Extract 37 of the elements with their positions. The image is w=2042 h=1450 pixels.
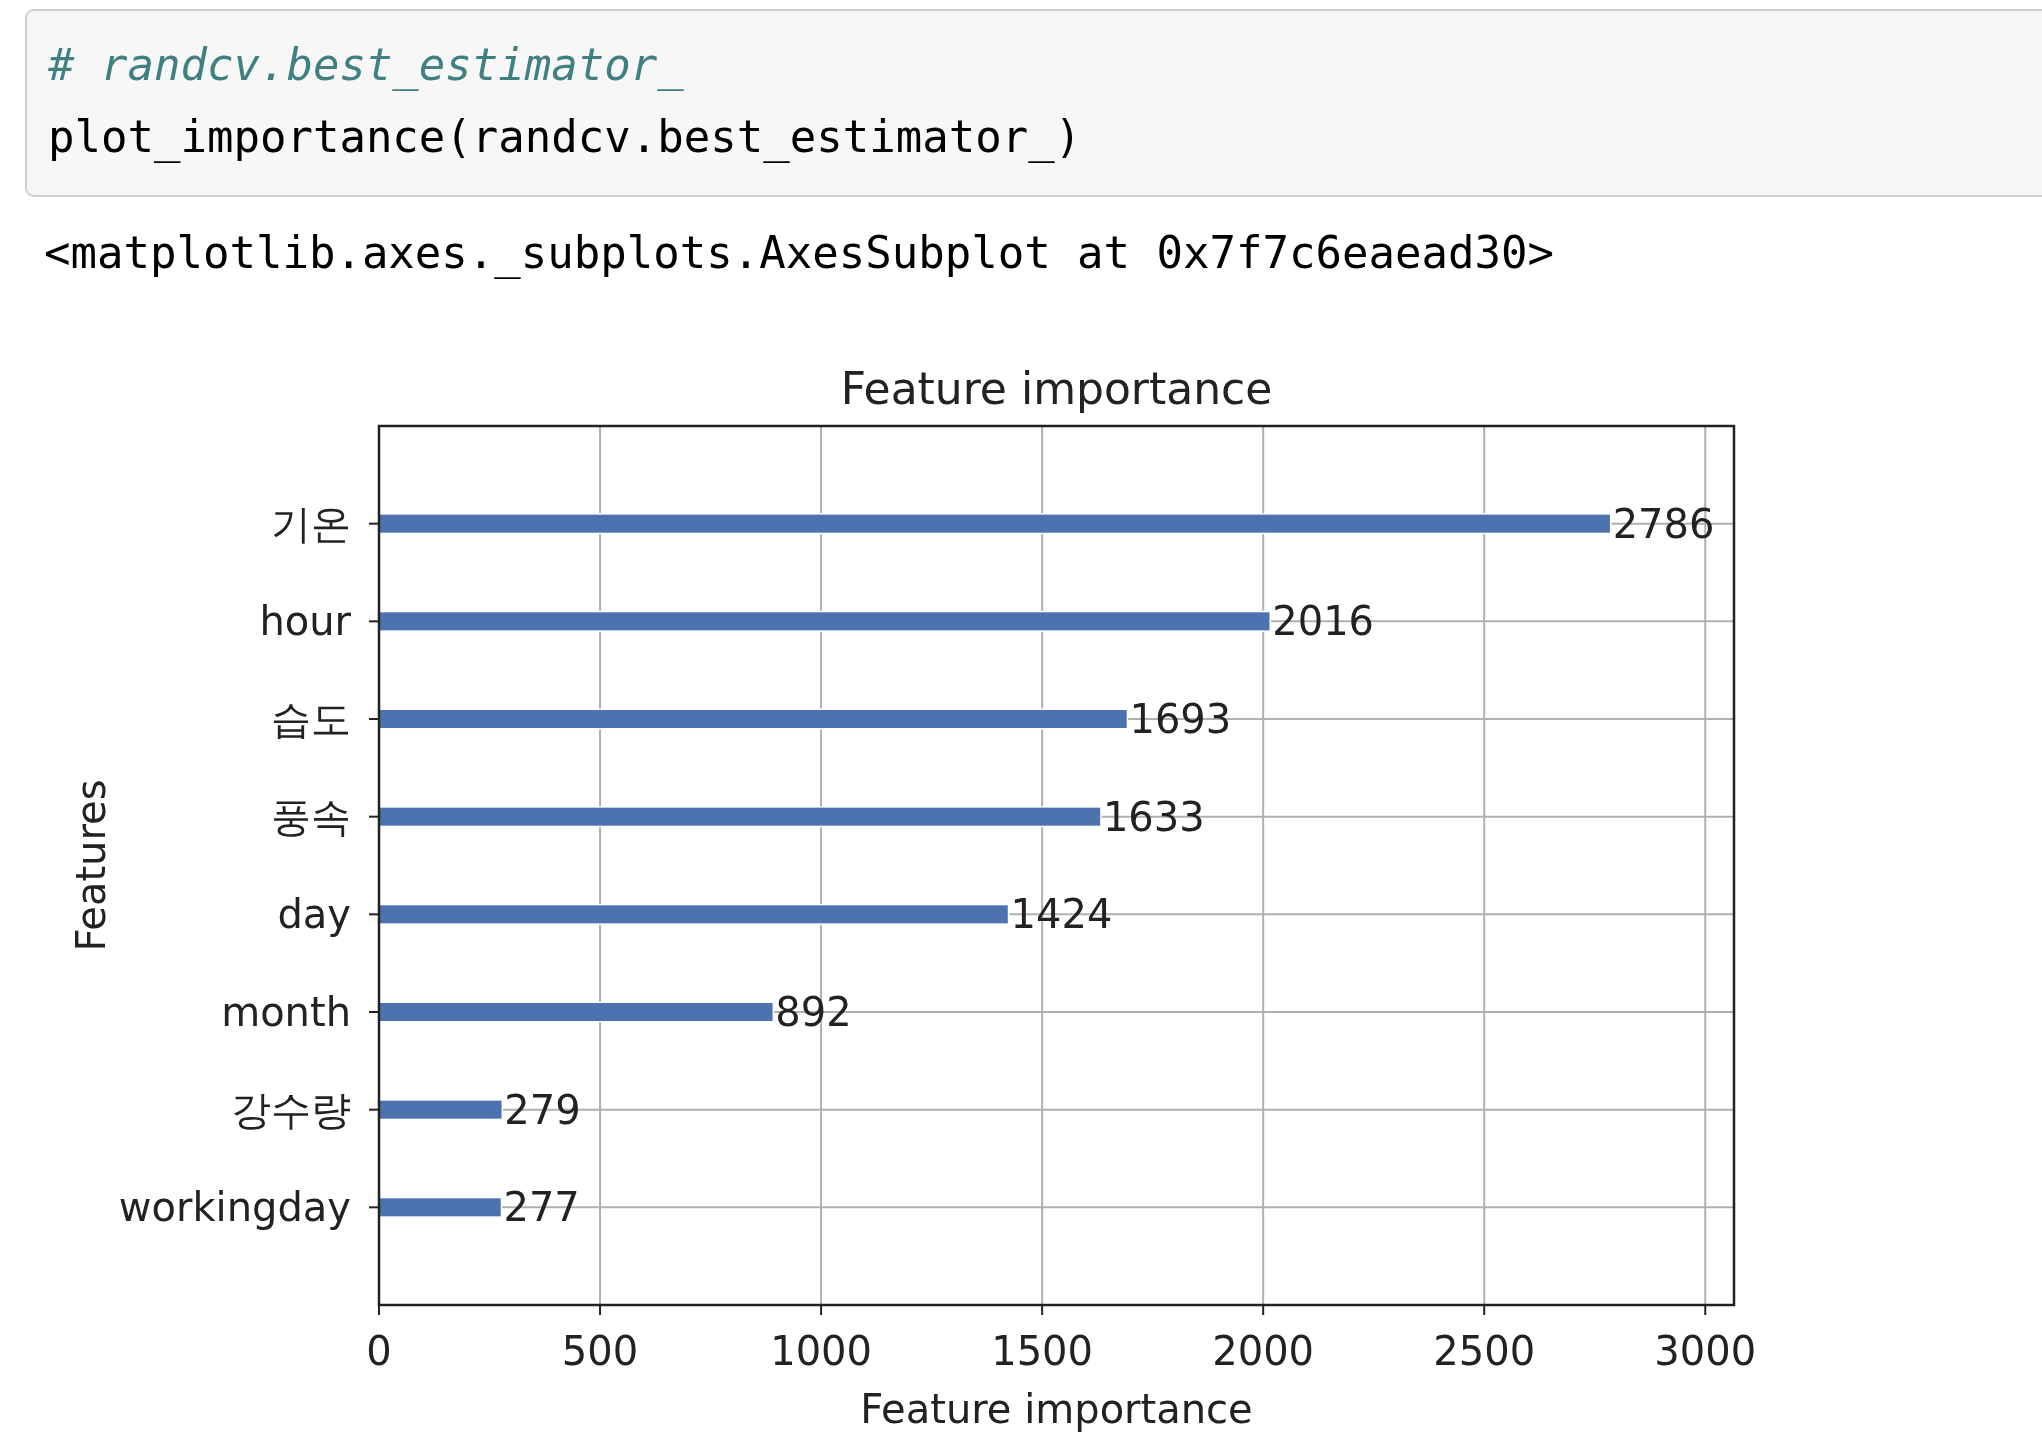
data-label: 892: [775, 989, 852, 1035]
x-tick-label: 2000: [1212, 1328, 1315, 1374]
y-tick-label: 풍속: [271, 793, 351, 840]
y-tick-label: day: [277, 891, 351, 938]
data-label: 1633: [1102, 793, 1205, 840]
y-tick-label: hour: [259, 598, 352, 645]
x-tick-label: 1000: [770, 1328, 872, 1374]
bar: [378, 1001, 775, 1023]
data-label: 1424: [1010, 891, 1113, 938]
x-tick-label: 1500: [991, 1328, 1094, 1374]
bar: [378, 610, 1271, 632]
y-tick-label: workingday: [118, 1184, 351, 1231]
bar: [378, 513, 1612, 535]
y-tick-label: 습도: [271, 696, 351, 742]
bar: [378, 708, 1129, 730]
text: <matplotlib.axes._subplots.AxesSubplot at 0x7f7c6eaead30>: [44, 227, 1554, 279]
bar: [378, 1099, 504, 1121]
x-tick-label: 3000: [1654, 1328, 1757, 1374]
y-axis-title: Features: [68, 779, 114, 952]
text: plot_importance(randcv.best_estimator_): [48, 111, 1082, 163]
x-tick-label: 0: [366, 1328, 392, 1374]
bar: [378, 1196, 503, 1218]
y-tick-label: 기온: [271, 500, 351, 547]
y-tick-label: 강수량: [231, 1086, 351, 1133]
data-label: 279: [504, 1086, 581, 1133]
x-axis-title: Feature importance: [860, 1386, 1253, 1432]
data-label: 277: [503, 1184, 580, 1231]
x-tick-label: 2500: [1433, 1328, 1536, 1374]
bar: [378, 903, 1010, 925]
text: # randcv.best_estimator_: [47, 39, 685, 91]
bar: [378, 806, 1102, 828]
data-label: 2786: [1612, 500, 1715, 547]
data-label: 1693: [1129, 696, 1232, 742]
data-label: 2016: [1272, 598, 1375, 645]
y-tick-label: month: [221, 989, 351, 1035]
chart-title: Feature importance: [840, 363, 1273, 414]
x-tick-label: 500: [561, 1328, 639, 1374]
